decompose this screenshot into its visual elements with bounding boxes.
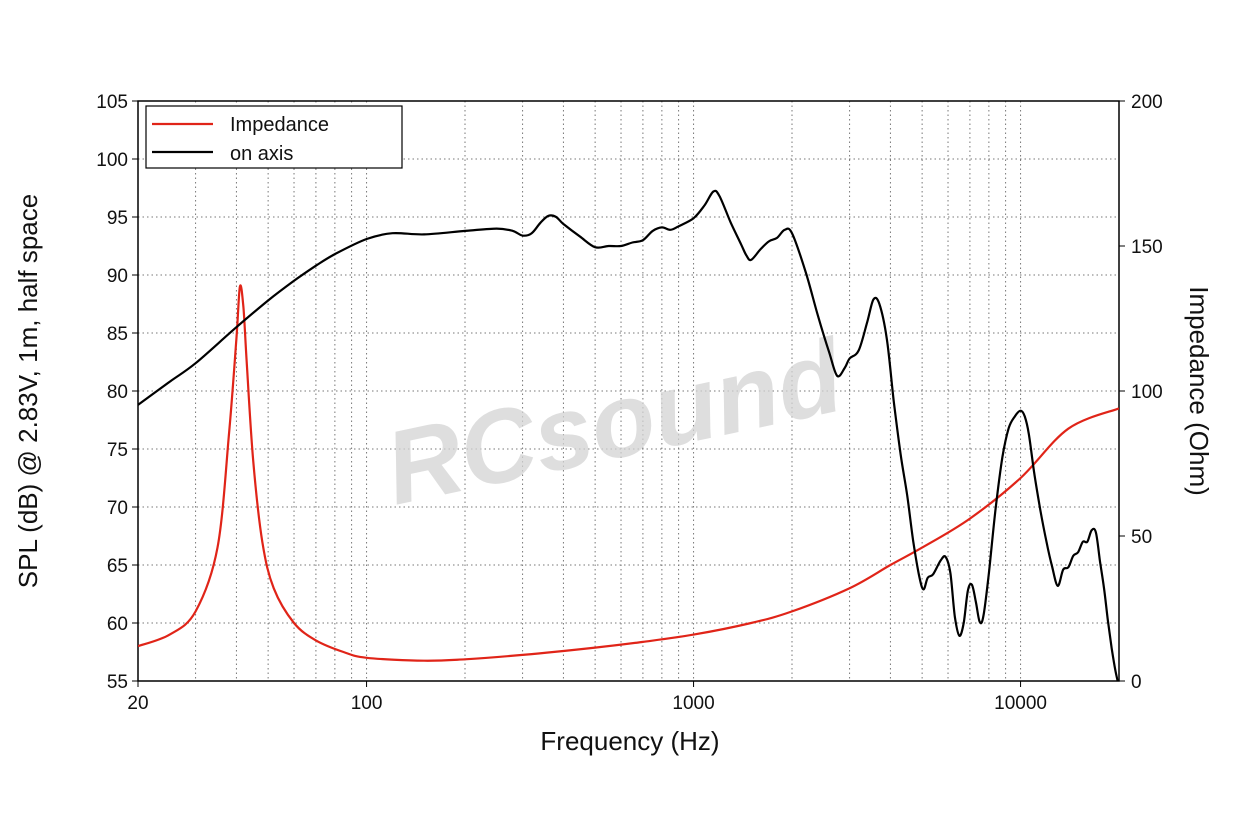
y-right-tick-label: 200: [1131, 92, 1163, 113]
y-left-tick-label: 90: [107, 266, 128, 287]
legend: Impedance on axis: [145, 105, 403, 169]
y-left-tick-label: 75: [107, 440, 128, 461]
legend-label-on-axis: on axis: [230, 143, 293, 165]
x-tick-label: 10000: [994, 693, 1047, 714]
y-right-tick-label: 0: [1131, 672, 1142, 693]
y-left-tick-label: 65: [107, 556, 128, 577]
watermark-text: RCsound: [376, 317, 855, 527]
x-tick-label: 1000: [672, 693, 714, 714]
axis-ticks: 55 60 65 70 75 80 85 90 95 100 105 0 50 100 150 200 20 10…: [96, 92, 1162, 714]
legend-box: [145, 105, 403, 169]
x-axis-title: Frequency (Hz): [540, 726, 719, 756]
y-left-tick-label: 80: [107, 382, 128, 403]
y-right-tick-label: 50: [1131, 527, 1152, 548]
y-left-tick-label: 105: [96, 92, 128, 113]
y-left-tick-label: 85: [107, 324, 128, 345]
watermark: RCsound: [376, 317, 855, 527]
y-axis-left-title: SPL (dB) @ 2.83V, 1m, half space: [13, 194, 43, 588]
y-left-tick-label: 100: [96, 150, 128, 171]
y-left-tick-label: 60: [107, 614, 128, 635]
series-layer: [138, 189, 1119, 681]
x-tick-label: 20: [127, 693, 148, 714]
x-tick-label: 100: [351, 693, 383, 714]
y-axis-right-title: Impedance (Ohm): [1184, 286, 1214, 496]
legend-label-impedance: Impedance: [230, 114, 329, 136]
y-left-tick-label: 55: [107, 672, 128, 693]
y-left-tick-label: 95: [107, 208, 128, 229]
series-line-on-axis: [138, 189, 1119, 681]
y-left-tick-label: 70: [107, 498, 128, 519]
y-right-tick-label: 150: [1131, 237, 1163, 258]
y-right-tick-label: 100: [1131, 382, 1163, 403]
series-line-impedance: [138, 284, 1119, 662]
